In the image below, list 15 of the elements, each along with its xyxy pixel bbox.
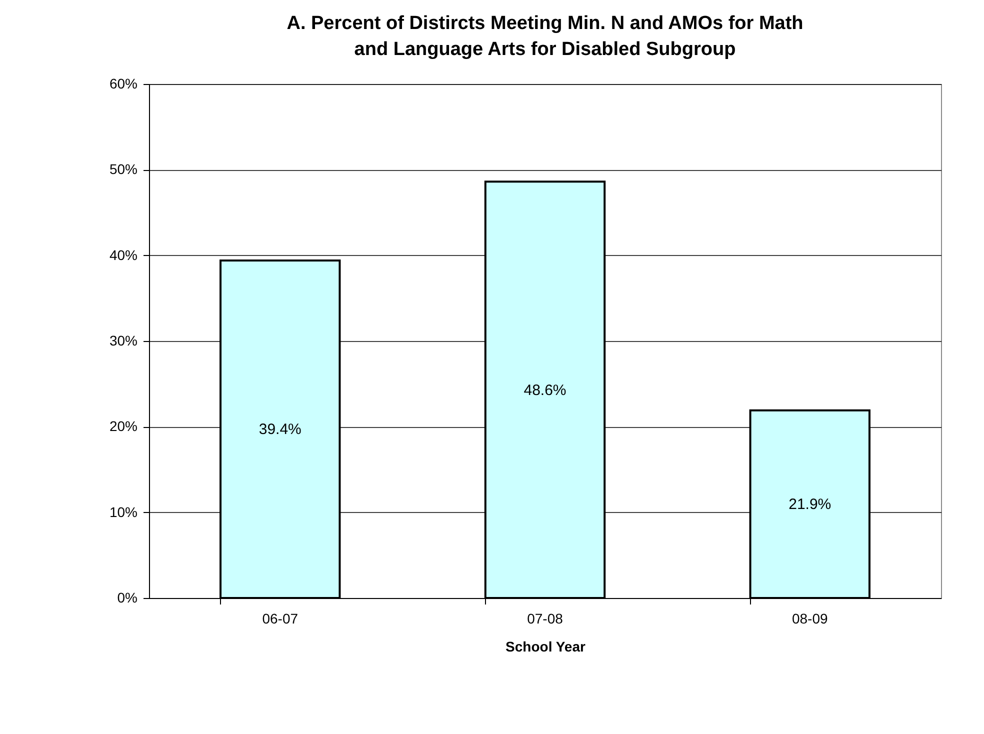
chart-title: A. Percent of Distircts Meeting Min. N and AMOs for Math and Language Arts for Disabled Subgroup bbox=[286, 13, 804, 60]
y-tick-label: 0% bbox=[117, 590, 138, 606]
x-tick-label: 06-07 bbox=[262, 610, 298, 626]
x-tick-label: 07-08 bbox=[527, 610, 564, 626]
y-tick-label: 30% bbox=[109, 332, 138, 348]
y-tick-label: 20% bbox=[109, 418, 138, 434]
data-label: 39.4% bbox=[258, 421, 302, 438]
x-tick-label: 08-09 bbox=[792, 610, 828, 626]
x-axis-title: School Year bbox=[506, 638, 586, 654]
data-label: 48.6% bbox=[524, 382, 566, 399]
y-tick-label: 50% bbox=[109, 161, 138, 178]
y-tick-label: 40% bbox=[109, 246, 138, 263]
y-tick-label: 10% bbox=[109, 504, 138, 520]
y-tick-label: 60% bbox=[109, 76, 138, 92]
data-label: 21.9% bbox=[788, 496, 832, 514]
